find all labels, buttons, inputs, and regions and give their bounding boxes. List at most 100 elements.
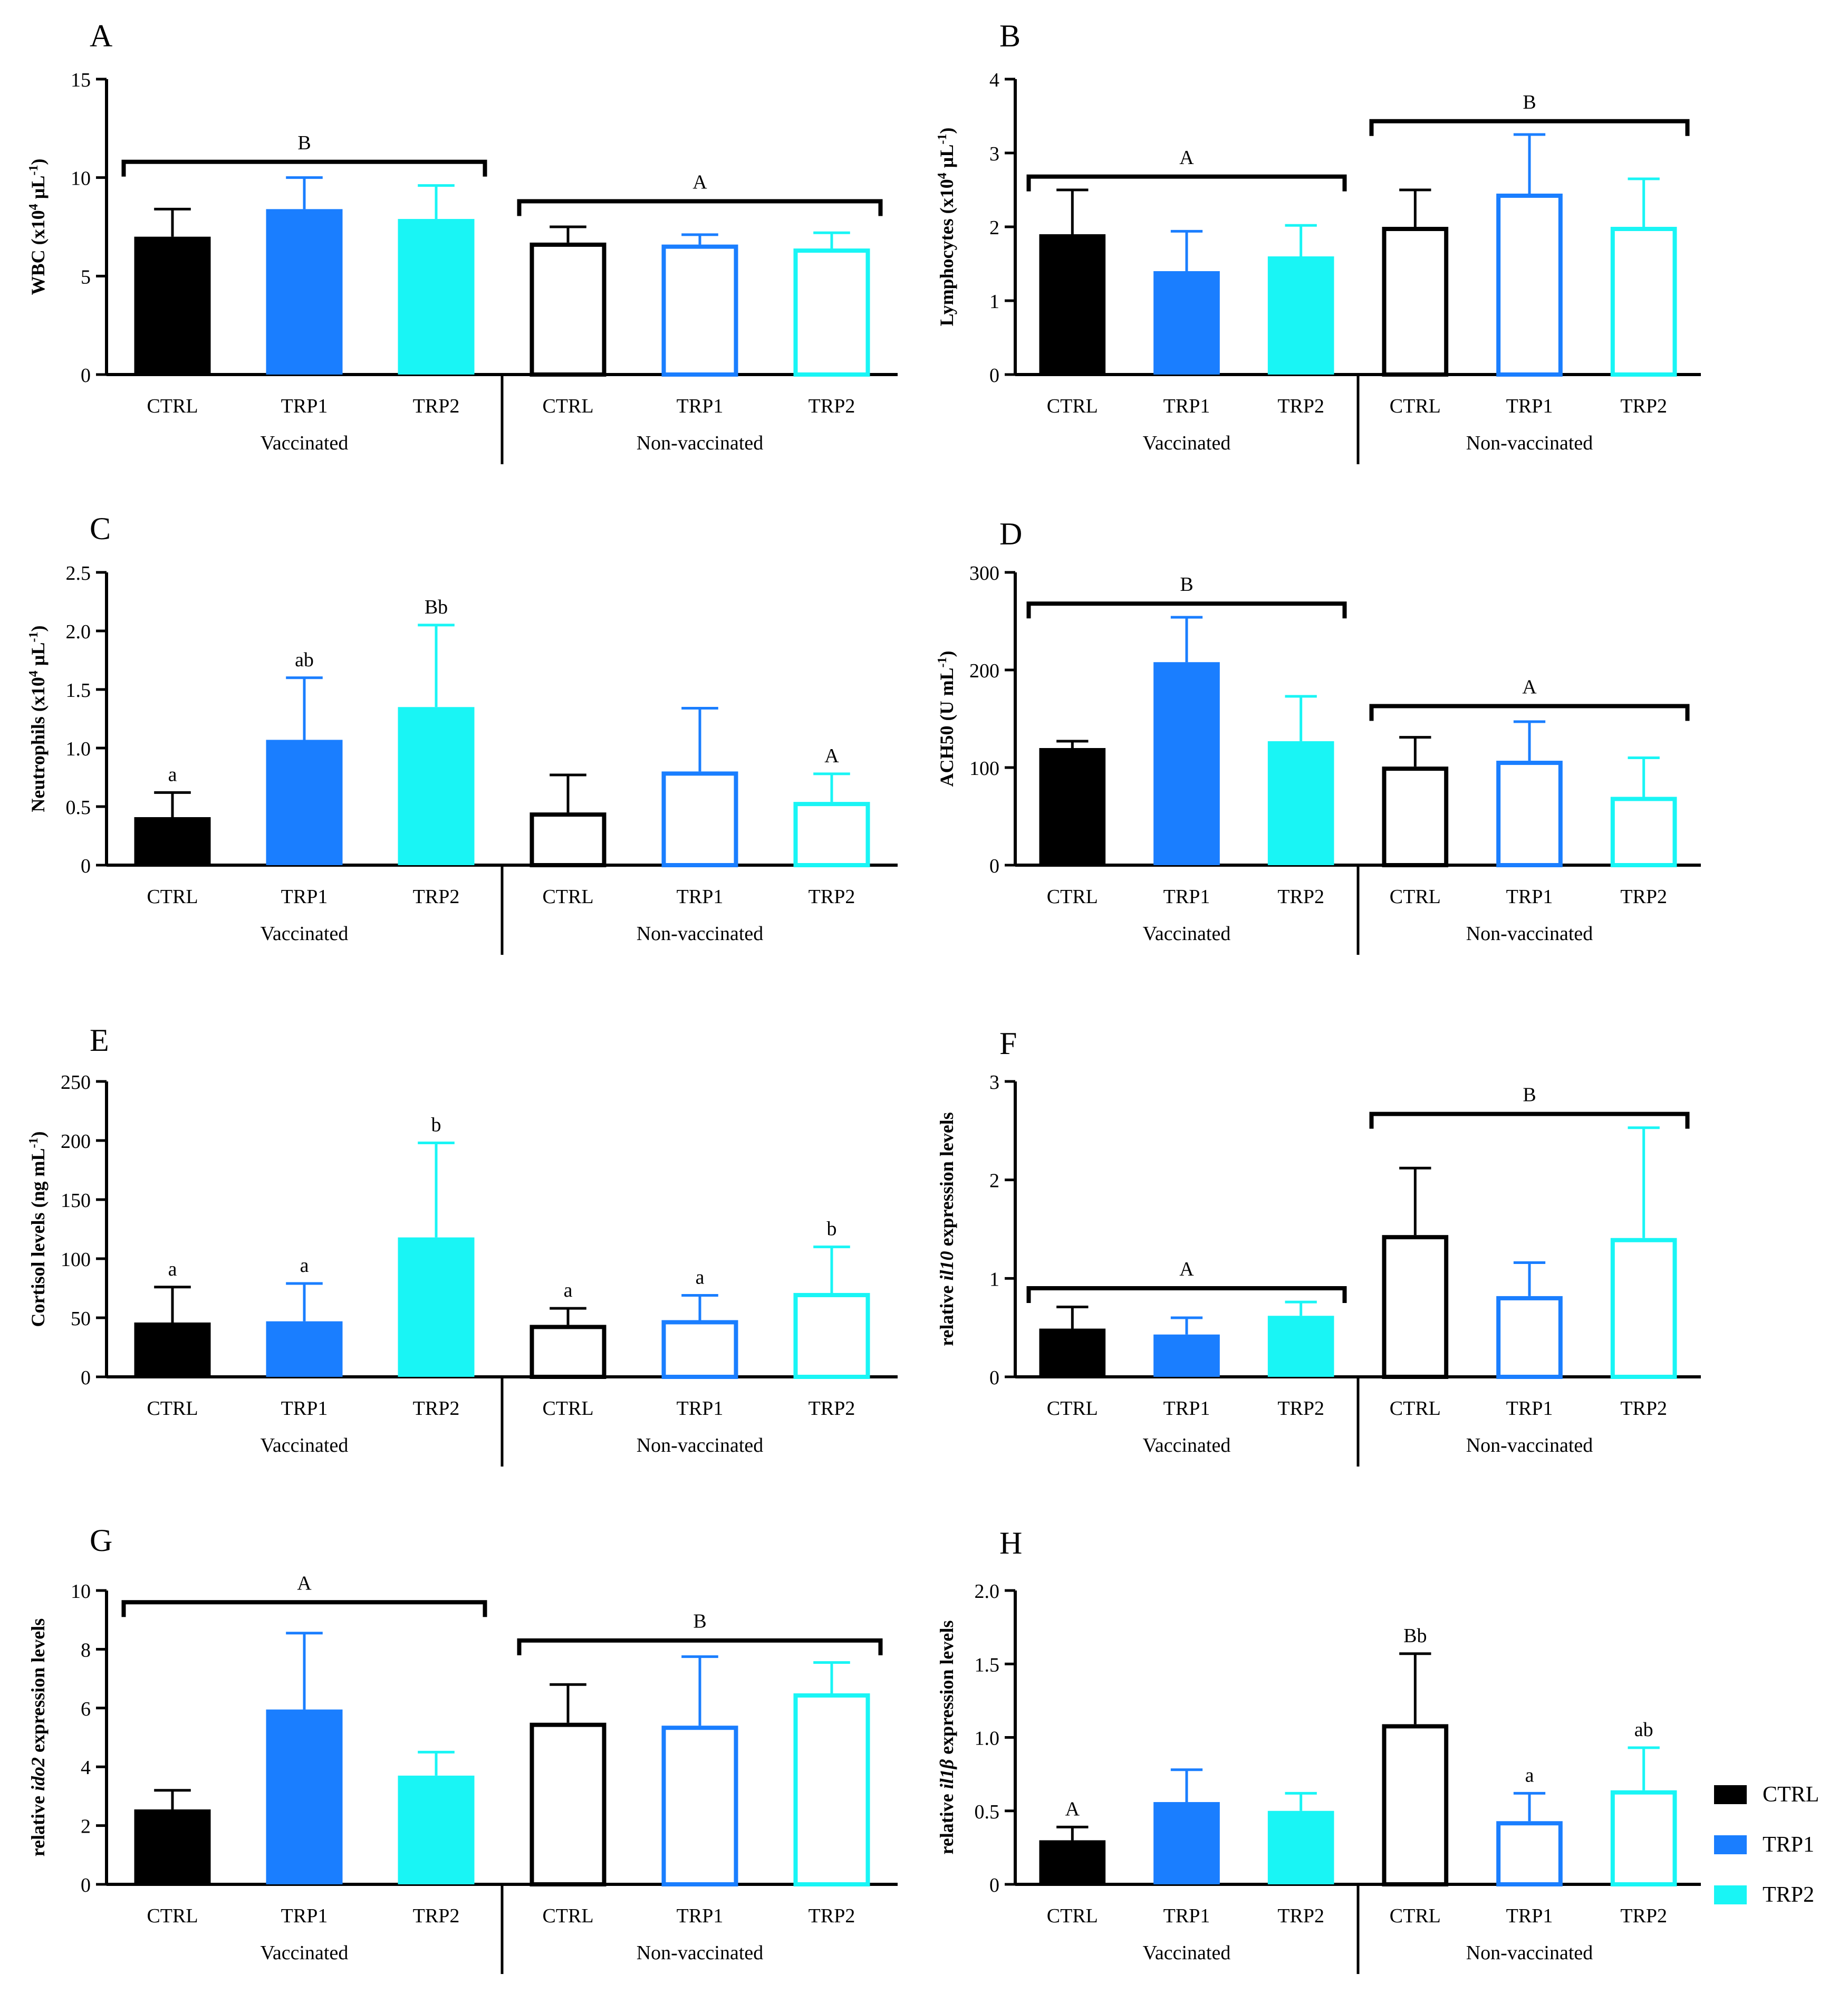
category-label: CTRL [1047,1905,1098,1927]
y-tick-label: 2 [81,1816,91,1838]
panel-letter: B [999,18,1021,53]
significance-label: a [1525,1764,1534,1786]
bar-ctrl [530,1722,607,1886]
y-tick-label: 200 [61,1130,91,1153]
group-bracket [121,1600,487,1617]
y-axis-label: ACH50 (U mL-1) [936,651,957,787]
bar-ctrl [530,242,607,377]
group-label: Vaccinated [1143,1434,1231,1457]
category-label: CTRL [1390,395,1441,417]
panel-letter: E [90,1023,109,1058]
category-label: TRP2 [1620,1905,1667,1927]
bar-trp2 [1610,797,1677,867]
y-tick-label: 2.5 [66,562,91,585]
bar-trp1 [1153,662,1220,865]
category-label: CTRL [542,395,593,417]
category-label: TRP2 [1620,1397,1667,1420]
y-tick-label: 0 [989,365,999,387]
panel-letter: F [999,1026,1017,1061]
y-axis-label: Cortisol levels (ng mL-1) [27,1132,49,1327]
group-bracket [1026,601,1347,619]
panel-letter: A [90,18,112,53]
panel-letter: D [999,516,1022,551]
y-axis-label: relative ido2 expression levels [27,1618,49,1857]
bar-ctrl [1039,234,1106,375]
bar-trp2 [398,707,475,865]
panel-letter: C [90,511,111,546]
category-label: TRP2 [413,1905,460,1927]
category-label: TRP2 [1277,1397,1324,1420]
category-label: TRP1 [281,886,328,908]
chart-panel-b: B 0 1 2 3 4 Lymphocytes (x104 µL-1) CTRL TRP1 TRP… [936,18,1701,464]
significance-label: A [1065,1798,1080,1820]
category-label: TRP1 [281,1397,328,1420]
category-label: TRP2 [1277,1905,1324,1927]
y-tick-label: 15 [71,69,91,91]
category-label: TRP1 [281,395,328,417]
group-label: Non-vaccinated [637,432,764,454]
bar-trp1 [661,244,738,377]
y-tick-label: 250 [61,1071,91,1094]
group-bracket [1369,704,1690,721]
category-label: TRP2 [1620,886,1667,908]
legend-item-ctrl: CTRL [1714,1778,1848,1828]
bar-trp1 [1496,761,1563,868]
group-label: Vaccinated [1143,1942,1231,1964]
legend-label-trp2: TRP2 [1763,1883,1815,1907]
y-tick-label: 1.5 [66,679,91,702]
bar-ctrl [134,236,211,375]
group-label: Vaccinated [261,1434,349,1457]
y-tick-label: 100 [61,1249,91,1271]
group-label: Vaccinated [1143,432,1231,454]
y-tick-label: 8 [81,1639,91,1661]
bar-trp1 [1496,1296,1563,1379]
group-label: Vaccinated [261,1942,349,1964]
y-tick-label: 150 [61,1190,91,1212]
bar-trp1 [266,1709,343,1884]
group-label: Non-vaccinated [1466,1942,1593,1964]
y-tick-label: 4 [989,69,999,91]
category-label: TRP1 [677,395,724,417]
group-label: Non-vaccinated [637,1434,764,1457]
category-label: CTRL [1390,1905,1441,1927]
significance-label: Bb [425,596,448,618]
group-bracket [517,199,883,216]
bar-trp2 [793,1693,870,1886]
bar-ctrl [1382,767,1449,868]
category-label: TRP2 [808,886,855,908]
y-tick-label: 5 [81,266,91,288]
category-label: CTRL [147,395,198,417]
category-label: TRP1 [677,886,724,908]
y-tick-label: 3 [989,143,999,165]
y-tick-label: 6 [81,1698,91,1720]
category-label: TRP2 [413,395,460,417]
legend-label-ctrl: CTRL [1763,1783,1820,1807]
bar-trp2 [398,1775,475,1884]
legend-swatch-trp1 [1714,1835,1747,1854]
bar-trp2 [793,248,870,377]
significance-label: a [696,1266,705,1288]
bar-trp2 [398,1237,475,1377]
significance-label: b [431,1114,441,1136]
category-label: CTRL [1047,1397,1098,1420]
group-label: Non-vaccinated [637,1942,764,1964]
bar-trp2 [398,219,475,375]
bar-ctrl [1039,1840,1106,1884]
y-axis-label: WBC (x104 µL-1) [27,159,49,295]
bar-trp2 [1610,1790,1677,1887]
y-tick-label: 50 [71,1308,91,1330]
group-bracket [1369,1112,1690,1129]
group-label: Non-vaccinated [1466,432,1593,454]
legend-label-trp1: TRP1 [1763,1833,1815,1857]
bracket-label: B [1523,91,1536,113]
category-label: CTRL [1047,886,1098,908]
bar-ctrl [1382,1235,1449,1379]
category-label: TRP2 [1620,395,1667,417]
group-label: Non-vaccinated [1466,1434,1593,1457]
bar-ctrl [530,1325,607,1379]
bar-trp2 [1267,741,1334,865]
category-label: CTRL [1390,886,1441,908]
bar-trp1 [266,740,343,865]
panel-letter: H [999,1526,1022,1560]
bar-trp2 [793,802,870,867]
